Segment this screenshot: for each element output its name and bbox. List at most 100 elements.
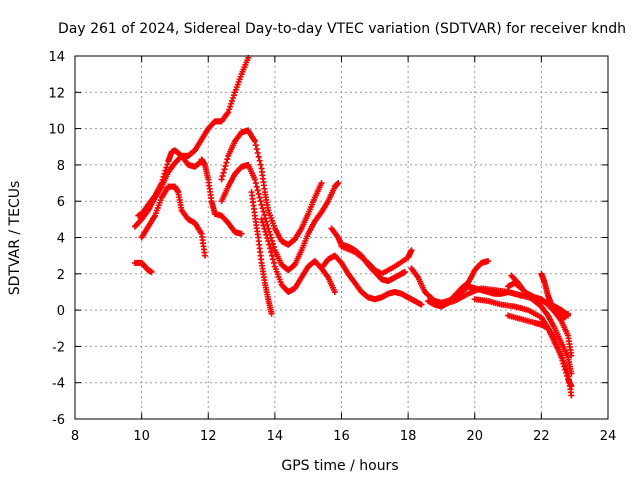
y-tick-label: 14 [48,50,65,65]
data-point [335,180,342,187]
data-point [262,215,269,222]
data-point [264,235,271,242]
data-point [259,205,266,212]
data-point [253,146,260,153]
data-point [158,180,165,187]
data-point [229,97,236,104]
data-point [258,216,265,223]
data-point [558,354,565,361]
data-point [268,310,275,317]
x-tick-label: 12 [200,429,217,444]
data-point [562,366,569,373]
data-point [257,198,264,205]
data-point [255,190,262,197]
x-tick-label: 20 [466,429,483,444]
data-point [238,230,245,237]
data-point [164,161,171,168]
data-point [221,166,228,173]
y-axis-title: SDTVAR / TECUs [7,181,23,296]
x-tick-label: 16 [333,429,350,444]
data-point [269,256,276,263]
data-points [131,54,575,399]
data-point [161,170,168,177]
data-point [148,268,155,275]
data-point [162,167,169,174]
data-point [568,392,575,399]
y-tick-label: 6 [57,195,65,210]
x-tick-label: 10 [133,429,150,444]
data-point [220,169,227,176]
data-point [218,176,225,183]
data-point [268,249,275,256]
data-point [253,183,260,190]
data-point [564,372,571,379]
data-point [226,106,233,113]
data-point [254,187,261,194]
x-tick-label: 24 [600,429,617,444]
data-point [318,180,325,187]
data-point [418,301,425,308]
data-point [224,156,231,163]
data-point [267,245,274,252]
data-point [252,180,259,187]
data-point [260,208,267,215]
data-point [270,259,277,266]
data-point [408,247,415,254]
data-point [256,157,263,164]
data-point [227,103,234,110]
data-point [265,238,272,245]
data-point [256,194,263,201]
data-point [255,153,262,160]
data-point [223,159,230,166]
x-tick-label: 18 [400,429,417,444]
data-point [219,173,226,180]
data-point [222,162,229,169]
data-point [160,173,167,180]
data-point [225,109,232,116]
y-tick-label: 0 [57,304,65,319]
y-tick-label: 2 [57,268,65,283]
data-point [159,176,166,183]
data-point [560,360,567,367]
data-point [401,268,408,275]
data-point [251,138,258,145]
grid-lines [75,56,608,419]
y-tick-label: -6 [52,413,65,428]
data-point [565,310,572,317]
data-point [258,201,265,208]
chart-title: Day 261 of 2024, Sidereal Day-to-day VTE… [58,21,626,37]
data-point [568,383,575,390]
x-tick-label: 14 [267,429,284,444]
data-point [561,363,568,370]
data-point [254,149,261,156]
data-point [230,92,237,99]
data-point [229,95,236,102]
data-point [251,176,258,183]
data-point [263,231,270,238]
x-tick-label: 8 [71,429,79,444]
data-point [201,252,208,259]
data-point [331,288,338,295]
y-tick-label: 12 [48,86,65,101]
data-point [568,352,575,359]
data-point [568,370,575,377]
data-point [485,258,492,265]
y-tick-label: -2 [52,340,65,355]
data-point [270,244,277,251]
y-tick-label: 10 [48,123,65,138]
y-tick-label: 4 [57,232,65,247]
y-tick-label: 8 [57,159,65,174]
data-point [252,142,259,149]
data-point [260,222,267,229]
data-point [257,161,264,168]
data-point [269,252,276,259]
data-point [163,164,170,171]
data-point [228,100,235,107]
y-tick-label: -4 [52,377,65,392]
data-point [266,241,273,248]
data-point [261,211,268,218]
x-tick-label: 22 [533,429,550,444]
data-point [563,369,570,376]
